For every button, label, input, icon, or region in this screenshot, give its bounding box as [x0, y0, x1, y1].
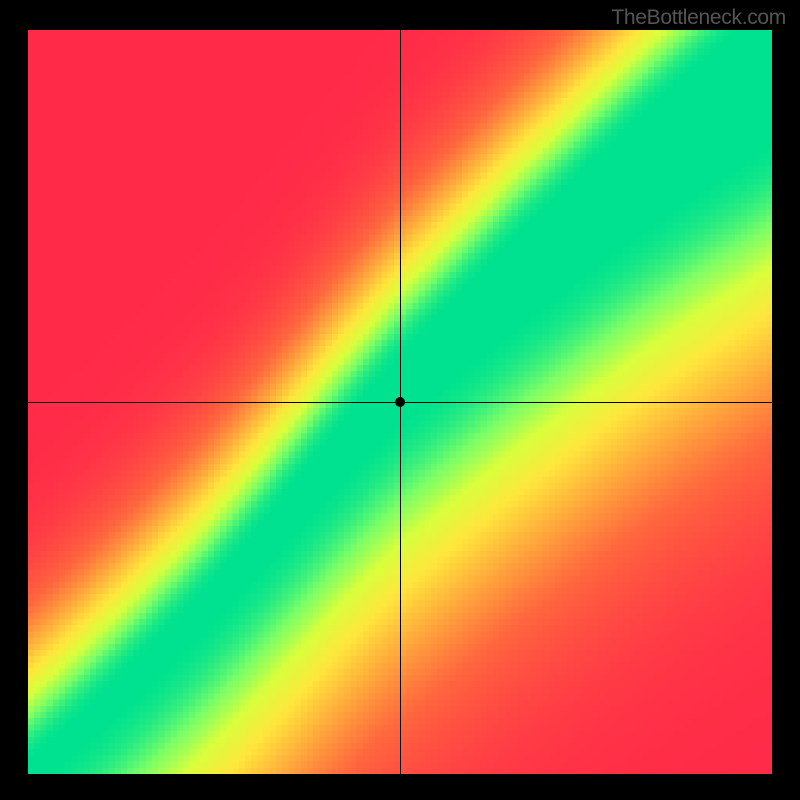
current-point-marker [395, 397, 405, 407]
chart-container: TheBottleneck.com [0, 0, 800, 800]
watermark-text: TheBottleneck.com [611, 6, 786, 30]
